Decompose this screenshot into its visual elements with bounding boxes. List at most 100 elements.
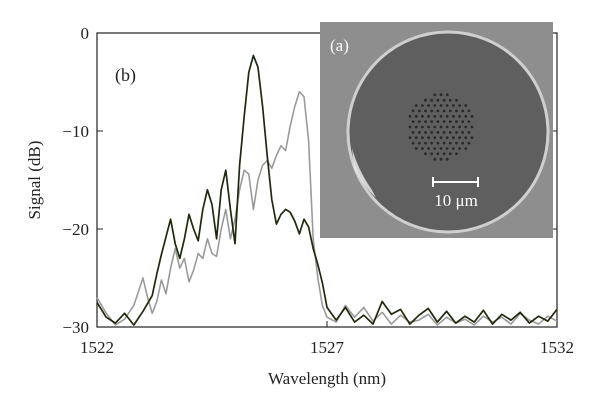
panel-label-b: (b) — [115, 65, 136, 86]
x-axis-title: Wavelength (nm) — [268, 369, 386, 388]
air-hole — [467, 131, 471, 134]
air-hole — [411, 109, 415, 113]
air-hole — [448, 120, 452, 123]
air-hole — [436, 141, 440, 145]
air-hole — [417, 131, 421, 134]
air-hole — [424, 141, 427, 145]
air-hole — [417, 141, 421, 145]
air-hole — [424, 131, 427, 134]
air-hole — [464, 147, 468, 150]
air-hole — [464, 136, 468, 140]
air-hole — [430, 152, 434, 156]
air-hole — [433, 125, 437, 129]
air-hole — [467, 141, 471, 145]
air-hole — [427, 125, 430, 129]
air-hole — [439, 125, 443, 129]
air-hole — [442, 141, 446, 145]
scale-bar-label: 10 μm — [434, 191, 478, 210]
air-hole — [445, 114, 449, 118]
air-hole — [439, 157, 443, 161]
air-hole — [470, 114, 474, 118]
air-hole — [461, 141, 465, 145]
air-hole — [427, 136, 430, 140]
air-hole — [452, 114, 455, 118]
air-hole — [436, 120, 440, 123]
air-hole — [445, 136, 449, 140]
air-hole — [439, 104, 443, 107]
air-hole — [424, 109, 427, 113]
air-hole — [458, 147, 461, 150]
series-line — [96, 54, 558, 326]
air-hole-lattice — [408, 93, 474, 161]
air-hole — [414, 114, 418, 118]
y-tick-label: −10 — [62, 122, 89, 141]
air-hole — [455, 141, 458, 145]
air-hole — [442, 152, 446, 156]
air-hole — [439, 147, 443, 150]
air-hole — [408, 114, 412, 118]
air-hole — [433, 93, 437, 97]
air-hole — [442, 98, 446, 102]
inset-micrograph: 10 μm (a) — [320, 22, 553, 238]
air-hole — [433, 104, 437, 107]
air-hole — [421, 104, 424, 107]
air-hole — [424, 98, 427, 102]
air-hole — [448, 98, 452, 102]
air-hole — [414, 136, 418, 140]
series-layer — [96, 54, 558, 326]
air-hole — [448, 152, 452, 156]
air-hole — [461, 109, 465, 113]
air-hole — [445, 147, 449, 150]
air-hole — [455, 120, 458, 123]
air-hole — [424, 120, 427, 123]
air-hole — [467, 120, 471, 123]
air-hole — [461, 131, 465, 134]
air-hole — [439, 114, 443, 118]
air-hole — [448, 109, 452, 113]
air-hole — [458, 114, 461, 118]
air-hole — [458, 104, 461, 107]
air-hole — [464, 125, 468, 129]
air-hole — [445, 104, 449, 107]
air-hole — [421, 136, 424, 140]
y-axis-title: Signal (dB) — [25, 141, 44, 220]
air-hole — [430, 131, 434, 134]
air-hole — [417, 120, 421, 123]
air-hole — [427, 114, 430, 118]
air-hole — [445, 93, 449, 97]
air-hole — [455, 152, 458, 156]
air-hole — [430, 109, 434, 113]
air-hole — [430, 141, 434, 145]
air-hole — [455, 109, 458, 113]
air-hole — [455, 131, 458, 134]
air-hole — [421, 125, 424, 129]
air-hole — [458, 125, 461, 129]
air-hole — [433, 157, 437, 161]
air-hole — [452, 125, 455, 129]
air-hole — [436, 152, 440, 156]
series-line — [96, 91, 558, 326]
air-hole — [458, 136, 461, 140]
air-hole — [436, 131, 440, 134]
y-tick-label: −20 — [62, 220, 89, 239]
y-tick-label: 0 — [81, 24, 90, 43]
air-hole — [414, 104, 418, 107]
air-hole — [455, 98, 458, 102]
air-hole — [424, 152, 427, 156]
air-hole — [408, 136, 412, 140]
air-hole — [411, 120, 415, 123]
air-hole — [442, 131, 446, 134]
air-hole — [439, 93, 443, 97]
x-tick-label: 1532 — [540, 338, 574, 357]
air-hole — [461, 120, 465, 123]
air-hole — [464, 104, 468, 107]
air-hole — [452, 136, 455, 140]
air-hole — [414, 125, 418, 129]
air-hole — [448, 141, 452, 145]
air-hole — [430, 120, 434, 123]
air-hole — [452, 147, 455, 150]
air-hole — [433, 114, 437, 118]
air-hole — [452, 104, 455, 107]
air-hole — [470, 136, 474, 140]
